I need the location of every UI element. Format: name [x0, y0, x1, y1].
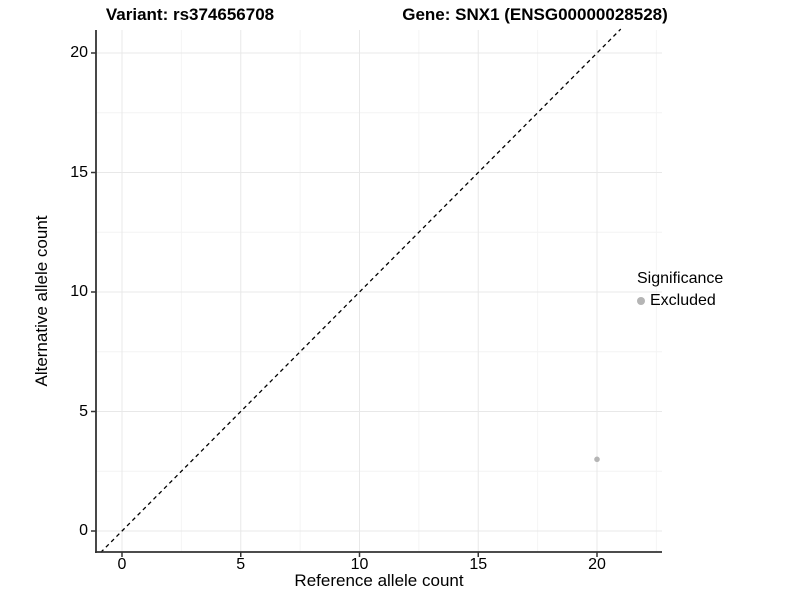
y-tick-label: 10 — [70, 283, 88, 300]
legend-item-label: Excluded — [650, 292, 716, 309]
legend-title: Significance — [637, 270, 724, 287]
x-tick-label: 5 — [236, 556, 246, 573]
x-tick-label: 20 — [588, 556, 606, 573]
x-tick-label: 10 — [350, 556, 369, 573]
y-tick-label: 0 — [79, 522, 88, 539]
legend-item: Excluded — [637, 291, 723, 311]
y-tick-label: 15 — [70, 163, 88, 181]
y-tick-label: 5 — [79, 402, 88, 420]
legend: Significance Excluded — [637, 269, 723, 311]
legend-items: Excluded — [637, 291, 723, 311]
data-point — [594, 456, 600, 463]
y-tick-label: 20 — [70, 44, 88, 61]
x-tick-label: 15 — [469, 556, 488, 573]
legend-point-icon — [637, 297, 645, 305]
y-axis-title: Alternative allele count — [32, 215, 51, 387]
x-axis-title: Reference allele count — [294, 571, 464, 590]
x-tick-label: 0 — [117, 556, 127, 573]
identity-dashed-line — [100, 28, 622, 553]
variant-title: Variant: rs374656708 — [105, 5, 275, 24]
gene-title: Gene: SNX1 (ENSG00000028528) — [402, 5, 668, 24]
